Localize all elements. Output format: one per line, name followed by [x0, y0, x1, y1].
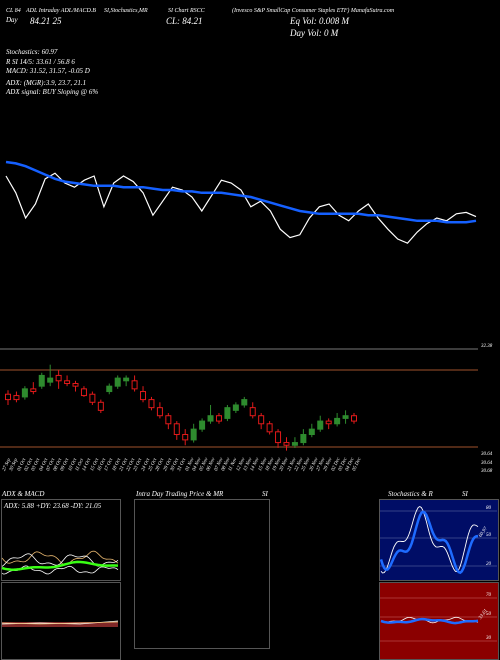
intraday-panel-si: SI	[262, 490, 268, 498]
header-title: (Invesco S&P SmallCap Consumer Staples E…	[232, 8, 395, 14]
stoch-level-20: 20	[486, 562, 491, 567]
rsi-level-30: 30	[486, 636, 491, 641]
header-top-left-3: SI,Stochastics,MR	[104, 8, 148, 14]
candle-body	[30, 388, 37, 393]
candle-body	[182, 434, 189, 441]
candle-body	[241, 399, 248, 406]
adx-values: ADX: 5.88 +DY: 23.68 -DY: 21.05	[4, 502, 102, 510]
candle-body	[89, 393, 96, 403]
candle-body	[215, 415, 222, 422]
candle-body	[334, 417, 341, 425]
rsi-level-70: 70	[486, 593, 491, 598]
candle-body	[173, 423, 180, 436]
stoch-panel-title: Stochastics & R	[388, 490, 433, 498]
candle-body	[55, 374, 62, 382]
adx-panel	[1, 499, 121, 581]
adx-readout: ADX: (MGR):3.9, 23.7, 21.1	[6, 79, 87, 87]
header-day-value: 84.21 25	[30, 16, 62, 26]
stoch-level-80: 80	[486, 506, 491, 511]
stoch-level-50: 50	[486, 533, 491, 538]
candle-body	[156, 407, 163, 417]
intraday-panel-title: Intra Day Trading Price & MR	[136, 490, 224, 498]
candle-body	[114, 377, 121, 387]
candle-body	[106, 385, 113, 393]
candle-body	[283, 442, 290, 446]
candle-body	[140, 391, 147, 401]
rsi-level-50: 50	[486, 612, 491, 617]
candle-body	[97, 401, 104, 411]
stochastics-readout: Stochastics: 60.97	[6, 48, 58, 56]
price-axis-3: 30.68	[481, 469, 493, 474]
candle-body	[300, 434, 307, 444]
intraday-panel	[134, 499, 270, 649]
candle-body	[64, 380, 71, 384]
price-axis-1: 30.64	[481, 452, 493, 457]
day-vol: Day Vol: 0 M	[290, 28, 339, 38]
ma-line	[5, 160, 477, 224]
macd-panel	[1, 582, 121, 660]
candle-body	[13, 395, 20, 401]
candle-body	[123, 377, 130, 382]
candle-body	[47, 377, 54, 383]
candle-body	[291, 442, 298, 446]
candle-body	[72, 382, 79, 387]
candle-body	[275, 431, 282, 444]
candle-body	[190, 428, 197, 441]
header-top-left: CL 84	[6, 8, 21, 14]
adx-panel-title: ADX & MACD	[2, 490, 45, 498]
rsi-panel	[379, 582, 499, 660]
price-axis-2: 30.64	[481, 461, 493, 466]
candle-body	[308, 428, 315, 436]
candle-body	[351, 415, 357, 422]
candle-body	[266, 423, 273, 433]
candle-body	[21, 388, 28, 398]
candle-body	[80, 388, 87, 397]
header-top-left-4: SI Chart RSCC	[168, 8, 205, 14]
stochastics-panel	[379, 499, 499, 581]
stoch-panel-si: SI	[462, 490, 468, 498]
header-top-left-2: ADL Intraday ADL/MACD.B	[26, 8, 96, 14]
candle-body	[38, 374, 45, 387]
candle-body	[5, 393, 11, 401]
adx-signal-readout: ADX signal: BUY Sloping @ 6%	[6, 88, 99, 96]
candle-body	[199, 420, 206, 430]
candle-body	[148, 399, 155, 409]
candle-body	[249, 407, 256, 417]
candle-body	[317, 420, 324, 430]
price-line	[5, 172, 477, 244]
candle-body	[325, 420, 332, 425]
macd-readout: MACD: 31.52, 31.57, -0.05 D	[6, 67, 90, 75]
candle-body	[207, 415, 214, 422]
header-day-label: Day	[6, 16, 18, 24]
candle-body	[342, 415, 349, 419]
candle-body	[224, 407, 231, 419]
rsi-readout: R SI 14/5: 33.61 / 56.8 6	[6, 58, 75, 66]
eq-vol: Eq Vol: 0.008 M	[290, 16, 349, 26]
candle-body	[232, 404, 239, 411]
header-cl-label: CL: 84.21	[166, 16, 203, 26]
candle-body	[165, 415, 172, 425]
price-axis-top: 32.38	[481, 344, 493, 349]
main-chart	[0, 160, 478, 451]
candle-body	[258, 415, 265, 425]
candle-body	[131, 380, 138, 390]
